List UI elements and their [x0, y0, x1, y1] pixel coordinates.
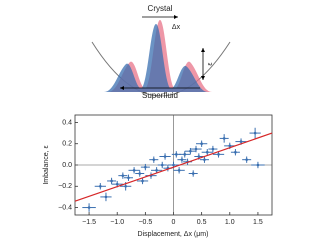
point — [132, 169, 136, 172]
y-tick-label: −0.2 — [58, 183, 72, 190]
point — [183, 153, 187, 156]
point — [228, 144, 232, 148]
delta-label: Δx — [172, 24, 181, 31]
point — [124, 184, 127, 188]
point — [200, 142, 203, 146]
epsilon-label: ε — [207, 62, 214, 65]
point — [152, 158, 156, 161]
point — [121, 174, 125, 177]
point — [160, 163, 164, 167]
point — [197, 155, 201, 158]
superfluid-label: Superfluid — [142, 91, 178, 100]
point — [211, 147, 215, 151]
x-tick-label: −1.5 — [82, 219, 96, 226]
x-tick-label: −0.5 — [138, 219, 152, 226]
density-blue — [104, 24, 208, 92]
x-tick-label: 1.0 — [225, 219, 235, 226]
point — [203, 158, 206, 161]
point — [191, 172, 195, 175]
point — [177, 169, 181, 172]
y-tick-label: −0.4 — [58, 204, 72, 211]
arrow-head — [174, 15, 178, 19]
point — [110, 179, 113, 183]
point — [222, 137, 226, 140]
point — [253, 131, 257, 135]
point — [141, 179, 144, 183]
trap-potential — [91, 41, 231, 97]
point — [175, 153, 178, 156]
point — [234, 150, 237, 154]
point — [127, 176, 130, 180]
point — [217, 153, 220, 156]
point — [87, 206, 91, 209]
point — [256, 163, 260, 167]
point — [138, 172, 142, 175]
point — [115, 182, 119, 186]
point — [245, 158, 248, 161]
y-axis-label: Imbalance, ε — [43, 145, 50, 184]
x-tick-label: −1.0 — [110, 219, 124, 226]
point — [144, 165, 147, 169]
point — [104, 195, 108, 199]
point — [99, 184, 102, 188]
x-tick-label: 0.5 — [197, 219, 207, 226]
point — [155, 169, 158, 172]
y-tick-label: 0.4 — [62, 119, 72, 126]
point — [172, 163, 175, 167]
y-tick-label: 0.2 — [62, 141, 72, 148]
point — [239, 140, 243, 143]
arrow-head — [120, 86, 124, 90]
point — [163, 155, 167, 158]
x-tick-label: 1.5 — [253, 219, 263, 226]
point — [205, 150, 209, 154]
fit-line — [74, 132, 273, 202]
point — [189, 149, 192, 153]
x-tick-label: 0 — [172, 219, 176, 226]
point — [194, 147, 198, 151]
crystal-label: Crystal — [148, 4, 173, 13]
y-tick-label: 0.0 — [62, 162, 72, 169]
figure: Crystal Δx Superfluid ε Displacement, Δx… — [43, 4, 273, 238]
point — [180, 158, 184, 161]
x-axis-label: Displacement, Δx (μm) — [138, 231, 209, 238]
